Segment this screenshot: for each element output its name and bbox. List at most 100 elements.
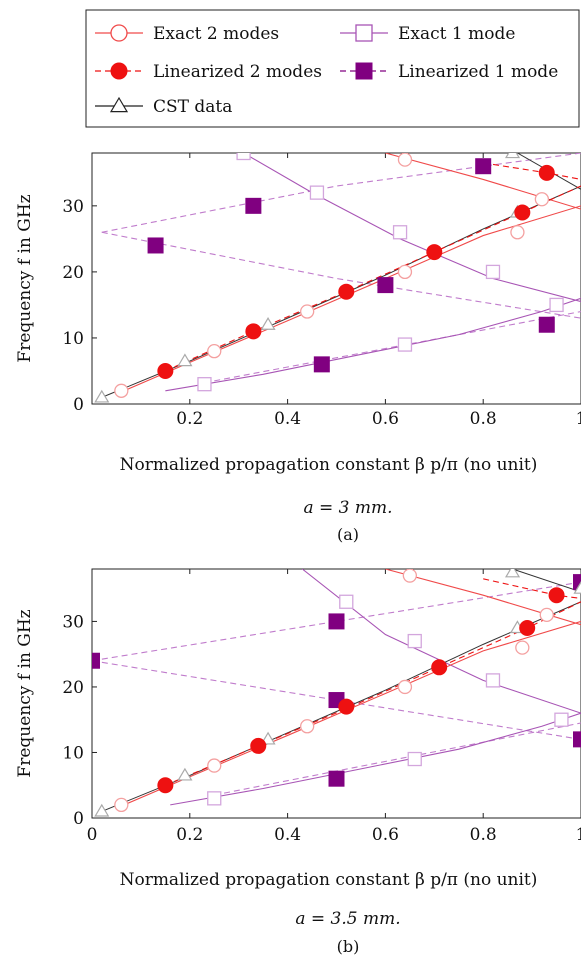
data-point-lin1 (328, 770, 345, 787)
data-point-lin2 (157, 362, 174, 379)
y-axis-label: Frequency f in GHz (15, 194, 35, 362)
data-point-exact1 (407, 633, 422, 649)
series-group (94, 153, 581, 403)
data-point-exact1 (309, 185, 325, 200)
data-point-lin2 (338, 283, 355, 300)
x-axis-label: Normalized propagation constant β p/π (n… (120, 870, 538, 890)
data-point-lin1 (475, 158, 492, 175)
x-axis-label: Normalized propagation constant β p/π (n… (120, 455, 538, 475)
data-point-lin1 (328, 613, 345, 630)
series-line-cst (512, 569, 581, 593)
data-point-cst (260, 317, 276, 330)
data-point-exact2 (114, 797, 129, 813)
data-point-exact2 (300, 304, 315, 319)
data-point-lin2 (519, 619, 536, 636)
data-point-exact2 (539, 607, 554, 623)
legend-entries: Exact 2 modes Exact 1 mode Linearized 2 mo… (95, 24, 558, 117)
data-point-exact2 (114, 383, 129, 398)
data-point-lin2 (514, 204, 531, 221)
data-point-cst (504, 569, 521, 578)
data-point-exact1 (485, 264, 501, 280)
y-tick-label: 30 (62, 612, 84, 632)
chart-panel-a: 0.20.40.60.810102030Normalized propagati… (15, 152, 581, 475)
plot-frame (91, 568, 581, 819)
data-point-lin1 (573, 574, 581, 591)
data-point-lin1 (377, 277, 394, 294)
data-point-cst (260, 731, 276, 745)
legend: Exact 2 modes Exact 1 mode Linearized 2 mo… (85, 9, 580, 128)
data-point-exact2 (402, 569, 417, 583)
data-point-exact2 (534, 192, 550, 207)
y-tick-label: 0 (73, 395, 84, 415)
caption-a-math: a = 3 mm. (303, 498, 392, 518)
data-point-exact2 (207, 344, 222, 359)
data-point-lin2 (338, 698, 355, 715)
plot-frame (91, 152, 581, 405)
caption-a-tag: (a) (337, 525, 359, 544)
x-tick-label: 0.2 (176, 825, 203, 845)
chart-panel-b: 00.20.40.60.810102030Normalized propagat… (15, 568, 581, 890)
x-tick-label: 0.4 (274, 825, 301, 845)
series-line-exact2 (116, 620, 581, 809)
data-point-lin2 (157, 777, 174, 794)
series-line-lin2 (165, 185, 581, 372)
series-line-lin1 (214, 310, 581, 382)
legend-marker-3 (355, 62, 373, 80)
series-line-lin2 (165, 601, 581, 786)
data-point-lin2 (250, 737, 267, 754)
data-point-exact1 (485, 673, 501, 688)
data-point-cst (504, 153, 521, 159)
data-point-exact1 (236, 153, 251, 161)
y-tick-label: 20 (62, 678, 84, 698)
data-point-lin2 (538, 164, 555, 181)
data-point-exact1 (197, 377, 212, 392)
legend-marker-0 (110, 24, 128, 42)
data-point-exact2 (397, 679, 413, 695)
data-point-cst (177, 767, 193, 781)
series-line-exact1 (301, 569, 581, 714)
legend-label-3: Linearized 1 mode (398, 62, 558, 82)
data-point-lin1 (245, 197, 262, 214)
data-point-exact1 (339, 594, 354, 609)
x-tick-label: 0.6 (372, 825, 399, 845)
x-tick-label: 0.8 (470, 409, 497, 429)
x-tick-label: 1 (576, 409, 581, 429)
legend-marker-4 (109, 96, 129, 113)
y-tick-label: 10 (62, 743, 84, 763)
data-point-exact2 (515, 640, 530, 655)
data-point-lin2 (548, 587, 565, 604)
legend-marker-1 (355, 24, 373, 42)
series-line-lin1 (92, 581, 581, 662)
x-tick-label: 0.2 (176, 409, 203, 429)
legend-label-2: Linearized 2 modes (153, 62, 322, 82)
x-tick-label: 1 (576, 825, 581, 845)
x-tick-label: 0 (87, 825, 98, 845)
data-point-lin1 (313, 356, 330, 373)
series-line-lin1 (92, 660, 581, 740)
caption-b-tag: (b) (337, 937, 360, 956)
data-point-exact2 (397, 264, 413, 280)
data-point-lin1 (147, 237, 164, 254)
data-point-cst (94, 803, 110, 817)
legend-label-1: Exact 1 mode (398, 24, 515, 44)
caption-b-math: a = 3.5 mm. (295, 909, 400, 929)
series-line-lin1 (101, 231, 581, 319)
data-point-cst (177, 353, 193, 367)
legend-label-4: CST data (153, 97, 232, 117)
legend-label-0: Exact 2 modes (153, 24, 279, 44)
legend-marker-2 (110, 62, 128, 80)
series-line-exact2 (116, 205, 581, 395)
y-tick-label: 10 (62, 329, 84, 349)
data-point-exact1 (207, 791, 222, 806)
data-point-cst (573, 580, 581, 594)
data-point-cst (94, 389, 110, 403)
data-point-lin2 (431, 659, 448, 676)
data-point-lin1 (538, 316, 555, 333)
y-tick-label: 20 (62, 263, 84, 283)
data-point-exact1 (407, 751, 422, 767)
x-tick-label: 0.8 (470, 825, 497, 845)
data-point-lin1 (573, 731, 581, 748)
data-point-exact1 (392, 225, 408, 240)
series-line-lin1 (101, 153, 581, 233)
